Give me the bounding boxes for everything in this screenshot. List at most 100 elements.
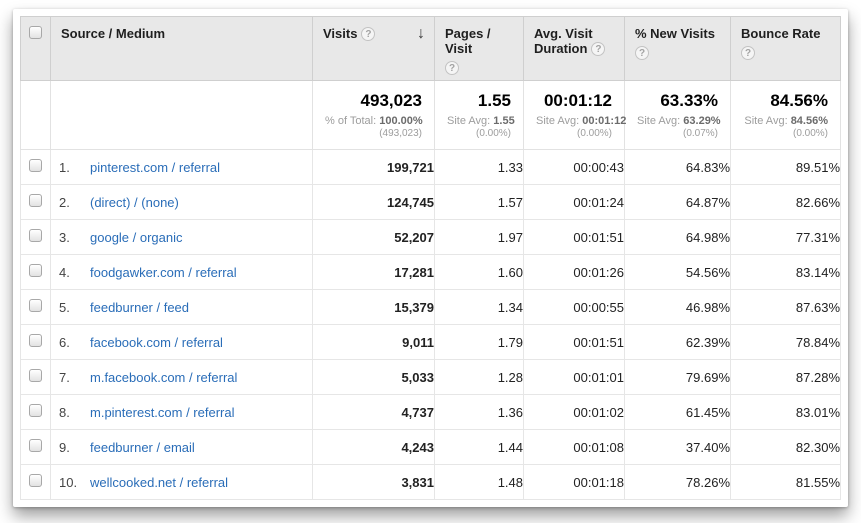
new-visits-value-cell: 37.40%: [624, 429, 731, 465]
visits-help-icon[interactable]: ?: [361, 27, 376, 41]
source-medium-cell: 10. wellcooked.net / referral: [50, 464, 313, 500]
avg-visit-duration-help-icon[interactable]: ?: [591, 42, 606, 56]
source-medium-cell: 4. foodgawker.com / referral: [50, 254, 313, 290]
pages-per-visit-help-icon[interactable]: ?: [445, 61, 459, 75]
row-checkbox[interactable]: [29, 264, 42, 277]
source-medium-link[interactable]: feedburner / email: [90, 439, 195, 455]
percent-of-total-value: 100.00%: [379, 115, 423, 127]
summary-source-cell: [50, 80, 313, 150]
avg-visit-duration-header-label[interactable]: Avg. Visit Duration: [534, 26, 593, 56]
visits-value-cell: 4,243: [312, 429, 435, 465]
table-row: 6. facebook.com / referral 9,011 1.79 00:…: [20, 324, 841, 360]
source-medium-link[interactable]: (direct) / (none): [90, 194, 179, 210]
bounce-rate-help-icon[interactable]: ?: [741, 46, 755, 60]
row-checkbox[interactable]: [29, 159, 42, 172]
row-checkbox-cell: [20, 429, 51, 465]
row-checkbox[interactable]: [29, 194, 42, 207]
avg-visit-duration-value-cell: 00:01:51: [523, 324, 625, 360]
avg-visit-duration-value-cell: 00:00:43: [523, 149, 625, 185]
visits-header-label[interactable]: Visits: [323, 26, 358, 41]
new-visits-value-cell: 46.98%: [624, 289, 731, 325]
row-checkbox[interactable]: [29, 334, 42, 347]
bounce-rate-value-cell: 78.84%: [730, 324, 841, 360]
column-header-new-visits[interactable]: % New Visits ?: [624, 16, 731, 81]
row-checkbox[interactable]: [29, 299, 42, 312]
source-medium-link[interactable]: feedburner / feed: [90, 299, 190, 315]
totals-summary-row: 493,023 % of Total: 100.00% (493,023) 1.…: [20, 80, 841, 150]
total-new-visits-value: 63.33%: [660, 91, 718, 110]
row-checkbox[interactable]: [29, 229, 42, 242]
column-header-source-medium[interactable]: Source / Medium: [50, 16, 313, 81]
pages-per-visit-value-cell: 1.44: [434, 429, 524, 465]
source-medium-link[interactable]: google / organic: [90, 229, 183, 245]
new-visits-help-icon[interactable]: ?: [635, 46, 649, 60]
row-checkbox[interactable]: [29, 474, 42, 487]
bounce-rate-paren: (0.00%): [792, 128, 828, 139]
select-all-checkbox[interactable]: [29, 26, 42, 39]
avg-visit-duration-value-cell: 00:01:01: [523, 359, 625, 395]
source-medium-link[interactable]: foodgawker.com / referral: [90, 264, 237, 280]
bounce-rate-value-cell: 89.51%: [730, 149, 841, 185]
bounce-rate-value-cell: 82.30%: [730, 429, 841, 465]
new-visits-value-cell: 54.56%: [624, 254, 731, 290]
source-medium-link[interactable]: facebook.com / referral: [90, 334, 223, 350]
bounce-rate-value-cell: 83.01%: [730, 394, 841, 430]
pages-per-visit-value-cell: 1.34: [434, 289, 524, 325]
source-medium-link[interactable]: wellcooked.net / referral: [90, 474, 229, 490]
site-avg-value: 1.55: [493, 115, 515, 127]
total-visits-paren: (493,023): [379, 128, 422, 139]
row-checkbox-cell: [20, 254, 51, 290]
traffic-sources-table: Source / Medium Visits? ↓ Pages / Visit …: [20, 16, 841, 500]
bounce-rate-value-cell: 87.28%: [730, 359, 841, 395]
pages-per-visit-value-cell: 1.57: [434, 184, 524, 220]
total-avg-duration-value: 00:01:12: [543, 91, 612, 110]
source-medium-cell: 7. m.facebook.com / referral: [50, 359, 313, 395]
summary-bounce-rate-cell: 84.56% Site Avg: 84.56% (0.00%): [730, 80, 841, 150]
source-medium-header-label[interactable]: Source / Medium: [61, 26, 166, 41]
avg-visit-duration-value-cell: 00:01:26: [523, 254, 625, 290]
total-bounce-rate-value: 84.56%: [770, 91, 828, 110]
row-index: 7.: [59, 369, 70, 385]
row-checkbox[interactable]: [29, 369, 42, 382]
source-medium-link[interactable]: pinterest.com / referral: [90, 159, 221, 175]
bounce-rate-header-label[interactable]: Bounce Rate: [741, 26, 821, 41]
table-row: 3. google / organic 52,207 1.97 00:01:51 …: [20, 219, 841, 255]
sort-descending-icon[interactable]: ↓: [417, 25, 425, 42]
row-checkbox-cell: [20, 149, 51, 185]
row-checkbox-cell: [20, 184, 51, 220]
source-medium-cell: 5. feedburner / feed: [50, 289, 313, 325]
report-table-card: Source / Medium Visits? ↓ Pages / Visit …: [13, 9, 848, 507]
total-pages-per-visit-value: 1.55: [477, 91, 511, 110]
pages-per-visit-header-label[interactable]: Pages / Visit: [445, 26, 491, 56]
row-index: 5.: [59, 299, 70, 315]
source-medium-cell: 9. feedburner / email: [50, 429, 313, 465]
column-header-bounce-rate[interactable]: Bounce Rate ?: [730, 16, 841, 81]
site-avg-value: 00:01:12: [582, 115, 627, 127]
table-row: 8. m.pinterest.com / referral 4,737 1.36 …: [20, 394, 841, 430]
site-avg-label: Site Avg:: [637, 115, 681, 127]
row-checkbox-cell: [20, 289, 51, 325]
avg-duration-paren: (0.00%): [576, 128, 612, 139]
new-visits-header-label[interactable]: % New Visits: [635, 26, 715, 41]
row-checkbox[interactable]: [29, 404, 42, 417]
row-index: 4.: [59, 264, 70, 280]
bounce-rate-value-cell: 77.31%: [730, 219, 841, 255]
column-header-pages-per-visit[interactable]: Pages / Visit ?: [434, 16, 524, 81]
source-medium-link[interactable]: m.facebook.com / referral: [90, 369, 238, 385]
row-index: 8.: [59, 404, 70, 420]
new-visits-value-cell: 78.26%: [624, 464, 731, 500]
column-header-visits[interactable]: Visits? ↓: [312, 16, 435, 81]
total-visits-value: 493,023: [360, 91, 422, 110]
visits-value-cell: 15,379: [312, 289, 435, 325]
new-visits-value-cell: 79.69%: [624, 359, 731, 395]
new-visits-value-cell: 62.39%: [624, 324, 731, 360]
row-checkbox-cell: [20, 219, 51, 255]
row-checkbox[interactable]: [29, 439, 42, 452]
column-header-avg-visit-duration[interactable]: Avg. Visit Duration?: [523, 16, 625, 81]
site-avg-value: 63.29%: [683, 115, 721, 127]
visits-value-cell: 17,281: [312, 254, 435, 290]
row-index: 6.: [59, 334, 70, 350]
visits-value-cell: 5,033: [312, 359, 435, 395]
source-medium-link[interactable]: m.pinterest.com / referral: [90, 404, 235, 420]
visits-value-cell: 3,831: [312, 464, 435, 500]
